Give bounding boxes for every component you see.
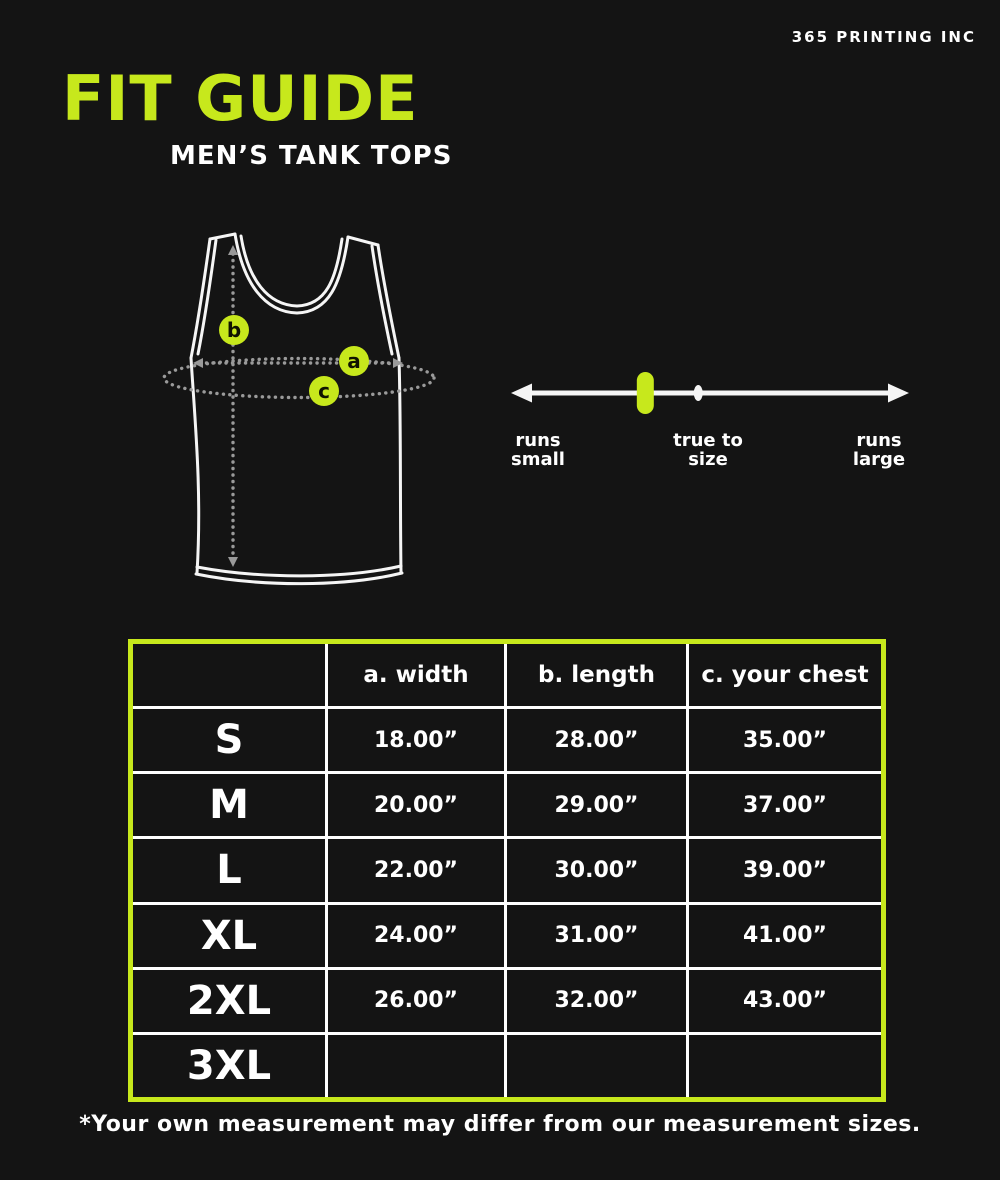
size-cell: M — [133, 774, 325, 837]
marker-b-circle — [219, 315, 249, 345]
value-cell: 43.00” — [689, 969, 881, 1032]
page-title: FIT GUIDE — [62, 62, 419, 135]
value-cell: 41.00” — [689, 904, 881, 967]
brand-name: 365 PRINTING INC — [791, 28, 976, 46]
length-measure-line — [228, 245, 238, 567]
size-cell: XL — [133, 904, 325, 967]
tank-top-outline-icon — [189, 232, 404, 586]
marker-a-label: a — [347, 349, 361, 373]
arrow-down-icon — [228, 557, 238, 567]
value-cell — [507, 1034, 686, 1097]
marker-b-label: b — [227, 318, 241, 342]
value-cell: 30.00” — [507, 839, 686, 902]
marker-c: c — [309, 376, 339, 406]
chest-measure-ellipse — [162, 356, 436, 400]
value-cell — [689, 1034, 881, 1097]
page-subtitle: MEN’S TANK TOPS — [170, 141, 453, 171]
marker-a: a — [339, 346, 369, 376]
size-cell: 3XL — [133, 1034, 325, 1097]
size-table: a. width b. length c. your chest S 18.00… — [128, 639, 886, 1102]
value-cell: 28.00” — [507, 709, 686, 772]
arrow-right-icon — [888, 383, 909, 403]
scale-label-true-to-size: true to size — [673, 430, 743, 470]
size-cell: S — [133, 709, 325, 772]
fit-scale — [511, 372, 909, 414]
table-header-length: b. length — [507, 644, 686, 707]
value-cell: 39.00” — [689, 839, 881, 902]
value-cell: 24.00” — [328, 904, 504, 967]
value-cell: 32.00” — [507, 969, 686, 1032]
size-cell: 2XL — [133, 969, 325, 1032]
marker-b: b — [219, 315, 249, 345]
value-cell: 20.00” — [328, 774, 504, 837]
marker-a-circle — [339, 346, 369, 376]
scale-label-runs-small: runs small — [511, 430, 565, 470]
arrow-up-icon — [228, 245, 238, 255]
value-cell: 31.00” — [507, 904, 686, 967]
arrow-left-icon — [511, 383, 532, 403]
scale-label-runs-large: runs large — [852, 430, 906, 470]
size-cell: L — [133, 839, 325, 902]
table-header-cell — [133, 644, 325, 707]
value-cell: 22.00” — [328, 839, 504, 902]
value-cell: 18.00” — [328, 709, 504, 772]
value-cell — [328, 1034, 504, 1097]
value-cell: 37.00” — [689, 774, 881, 837]
measurement-disclaimer: *Your own measurement may differ from ou… — [79, 1112, 921, 1137]
fit-position-marker — [636, 372, 654, 414]
value-cell: 26.00” — [328, 969, 504, 1032]
value-cell: 35.00” — [689, 709, 881, 772]
table-header-chest: c. your chest — [689, 644, 881, 707]
marker-c-label: c — [318, 379, 330, 403]
tank-top-diagram: b a c — [162, 232, 436, 586]
table-header-width: a. width — [328, 644, 504, 707]
true-to-size-dot-icon — [693, 385, 703, 401]
marker-c-circle — [309, 376, 339, 406]
value-cell: 29.00” — [507, 774, 686, 837]
